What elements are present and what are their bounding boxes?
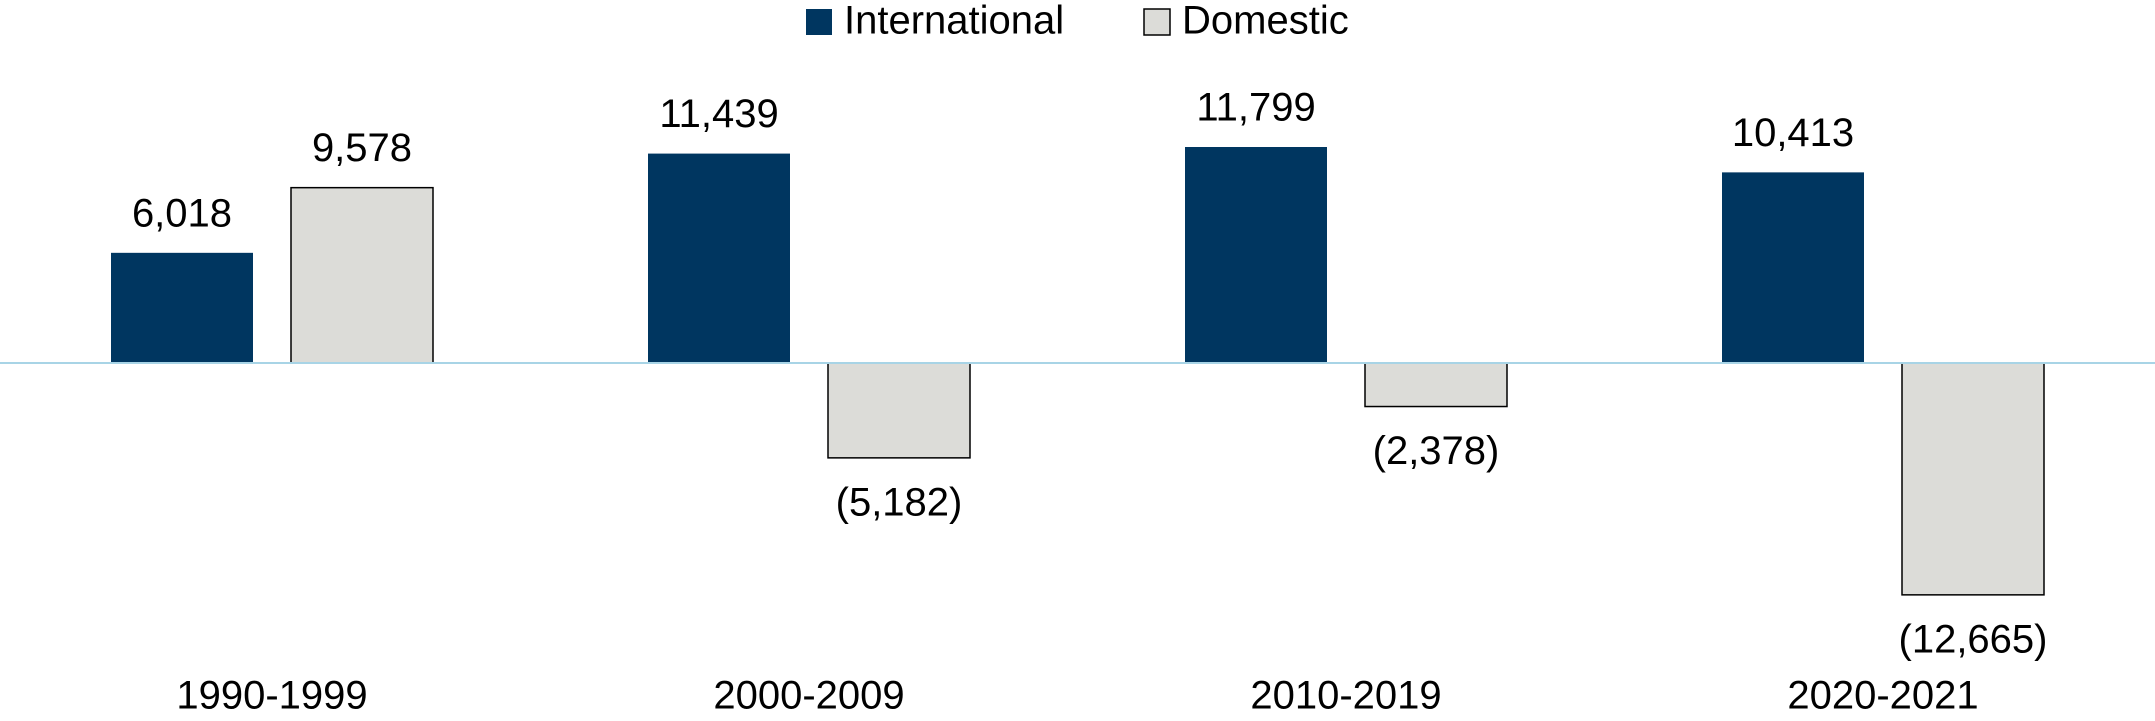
legend-label: International [844,0,1064,43]
value-label: (2,378) [1373,429,1500,473]
bar [290,186,434,364]
bar [827,362,971,459]
bar [111,252,253,363]
value-label: 9,578 [312,126,412,170]
value-label: (12,665) [1899,617,2048,661]
value-label: (5,182) [836,480,963,524]
x-tick-label: 2020-2021 [1787,674,1978,718]
value-label: 6,018 [132,191,232,235]
x-tick-label: 1990-1999 [176,674,367,718]
bar [1364,362,1508,408]
legend-swatch [1143,8,1171,36]
x-tick-label: 2010-2019 [1250,674,1441,718]
x-tick-label: 2000-2009 [713,674,904,718]
value-label: 11,799 [1196,86,1315,130]
bar [1722,172,1864,363]
bar [1185,147,1327,363]
legend-label: Domestic [1182,0,1349,43]
value-label: 10,413 [1732,111,1854,155]
bar [648,153,790,363]
legend-swatch [806,9,832,35]
value-label: 11,439 [659,92,778,136]
bar [1901,362,2045,596]
